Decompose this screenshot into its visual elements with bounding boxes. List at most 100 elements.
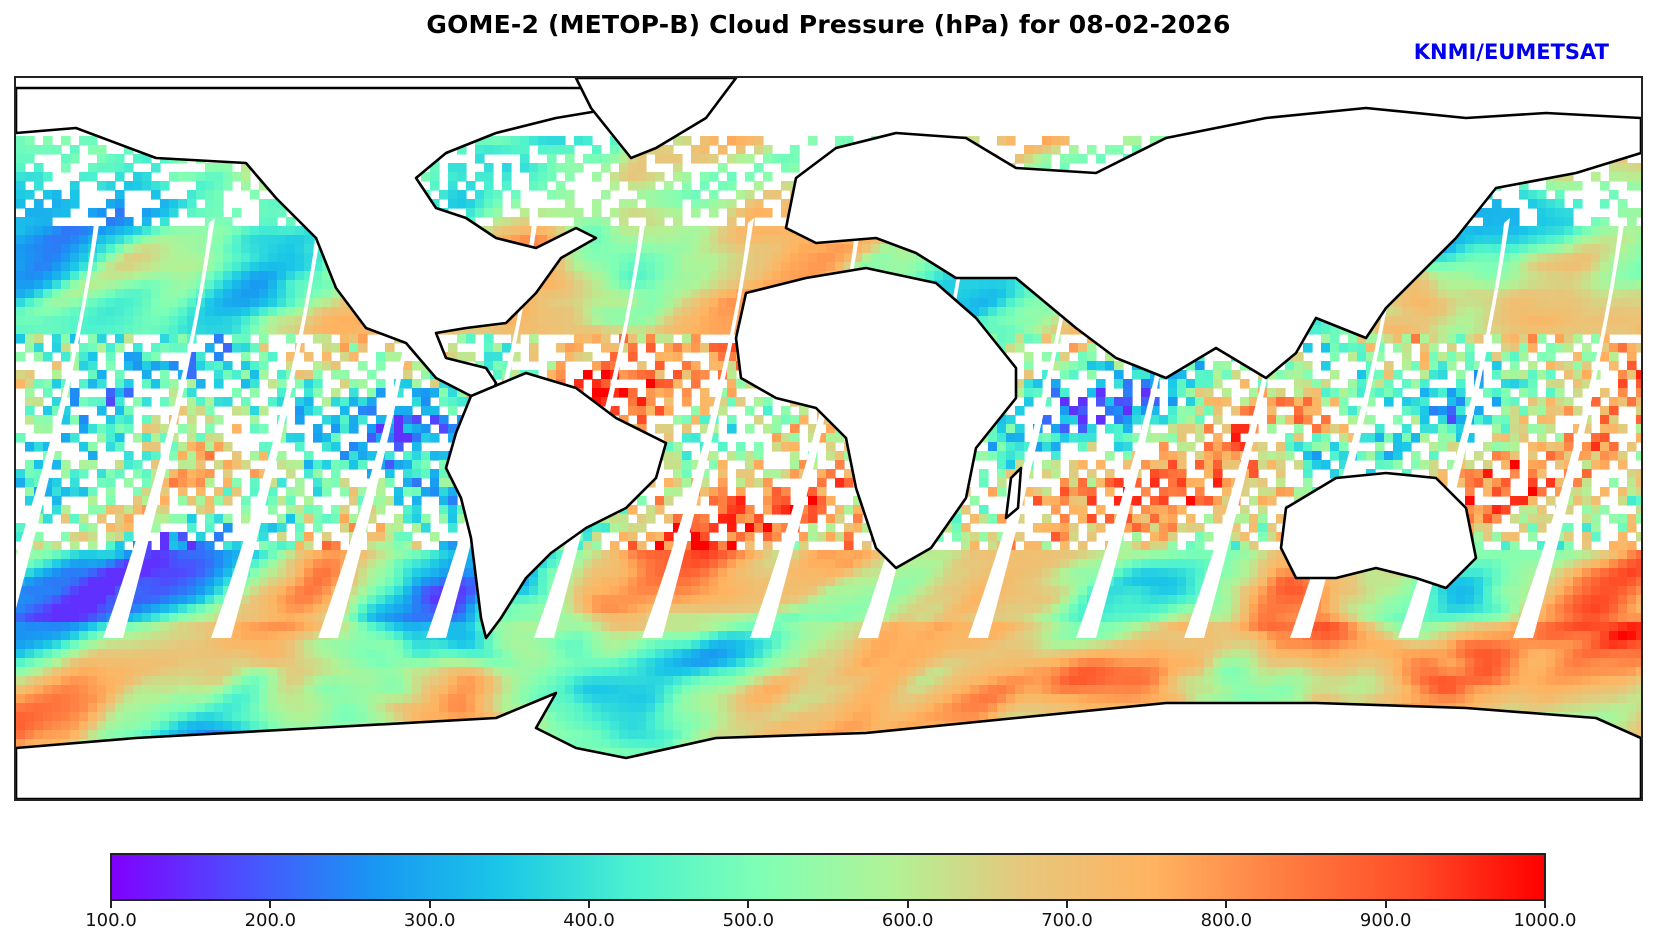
cloud-pixel [304, 469, 314, 479]
cloud-pixel [133, 460, 143, 470]
cloud-pixel [124, 262, 134, 272]
cloud-pixel [655, 271, 665, 281]
cloud-pixel [700, 424, 710, 434]
cloud-pixel [727, 253, 737, 263]
cloud-pixel [673, 379, 683, 389]
cloud-pixel [1636, 424, 1641, 434]
cloud-pixel [1285, 415, 1295, 425]
cloud-pixel [70, 433, 80, 443]
cloud-pixel [1519, 262, 1529, 272]
cloud-pixel [1519, 379, 1529, 389]
credit-label: KNMI/EUMETSAT [1413, 40, 1609, 64]
cloud-pixel [529, 352, 539, 362]
cloud-pixel [196, 460, 206, 470]
cloud-pixel [529, 343, 539, 353]
cloud-pixel [1474, 280, 1484, 290]
cloud-pixel [106, 262, 116, 272]
cloud-pixel [214, 199, 224, 209]
cloud-pixel [115, 280, 125, 290]
cloud-pixel [268, 289, 278, 299]
cloud-pixel [1582, 235, 1592, 245]
cloud-pixel [286, 262, 296, 272]
cloud-pixel [727, 289, 737, 299]
cloud-pixel [295, 280, 305, 290]
cloud-pixel [133, 343, 143, 353]
cloud-pixel [1330, 352, 1340, 362]
cloud-pixel [1591, 460, 1601, 470]
cloud-pixel [1474, 406, 1484, 416]
cloud-pixel [1438, 334, 1448, 344]
cloud-pixel [1555, 226, 1565, 236]
cloud-pixel [367, 433, 377, 443]
cloud-pixel [637, 172, 647, 182]
cloud-pixel [79, 316, 89, 326]
cloud-pixel [88, 361, 98, 371]
cloud-pixel [286, 253, 296, 263]
cloud-pixel [1213, 433, 1223, 443]
cloud-pixel [1078, 415, 1088, 425]
cloud-pixel [169, 235, 179, 245]
cloud-pixel [1519, 226, 1529, 236]
cloud-pixel [817, 253, 827, 263]
cloud-pixel [151, 424, 161, 434]
cloud-pixel [1249, 397, 1259, 407]
cloud-pixel [232, 325, 242, 335]
cloud-pixel [196, 226, 206, 236]
cloud-pixel [223, 172, 233, 182]
cloud-pixel [1627, 262, 1637, 272]
cloud-pixel [511, 316, 521, 326]
cloud-pixel [115, 469, 125, 479]
cloud-pixel [1339, 451, 1349, 461]
cloud-pixel [1510, 208, 1520, 218]
cloud-pixel [664, 433, 674, 443]
cloud-pixel [241, 343, 251, 353]
cloud-pixel [709, 307, 719, 317]
cloud-pixel [34, 424, 44, 434]
cloud-pixel [259, 307, 269, 317]
cloud-pixel [214, 460, 224, 470]
cloud-pixel [646, 244, 656, 254]
cloud-pixel [1141, 397, 1151, 407]
cloud-pixel [133, 289, 143, 299]
cloud-pixel [1006, 334, 1016, 344]
cloud-pixel [43, 253, 53, 263]
cloud-pixel [574, 325, 584, 335]
cloud-pixel [565, 352, 575, 362]
cloud-pixel [349, 424, 359, 434]
cloud-pixel [925, 262, 935, 272]
cloud-pixel [304, 316, 314, 326]
cloud-pixel [133, 181, 143, 191]
cloud-pixel [1438, 442, 1448, 452]
cloud-pixel [16, 145, 26, 155]
cloud-pixel [1249, 469, 1259, 479]
cloud-pixel [1510, 217, 1520, 227]
cloud-pixel [133, 325, 143, 335]
cloud-pixel [1510, 424, 1520, 434]
cloud-pixel [1564, 181, 1574, 191]
cloud-pixel [1519, 343, 1529, 353]
cloud-pixel [1573, 289, 1583, 299]
cloud-pixel [601, 379, 611, 389]
cloud-pixel [691, 253, 701, 263]
cloud-pixel [691, 406, 701, 416]
cloud-pixel [214, 172, 224, 182]
cloud-pixel [52, 460, 62, 470]
cloud-pixel [943, 271, 953, 281]
cloud-pixel [187, 361, 197, 371]
cloud-pixel [277, 280, 287, 290]
cloud-pixel [628, 397, 638, 407]
cloud-pixel [151, 352, 161, 362]
cloud-pixel [1564, 361, 1574, 371]
cloud-pixel [1267, 397, 1277, 407]
cloud-pixel [781, 235, 791, 245]
cloud-pixel [664, 298, 674, 308]
cloud-pixel [1321, 433, 1331, 443]
cloud-pixel [547, 208, 557, 218]
cloud-pixel [1420, 397, 1430, 407]
cloud-pixel [592, 208, 602, 218]
cloud-pixel [547, 190, 557, 200]
cloud-pixel [97, 379, 107, 389]
cloud-pixel [583, 217, 593, 227]
cloud-pixel [1537, 397, 1547, 407]
cloud-pixel [439, 397, 449, 407]
